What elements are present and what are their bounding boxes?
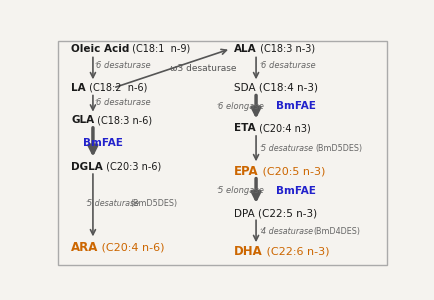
Text: BmFAE: BmFAE [83,138,123,148]
Text: ̒5 desaturase: ̒5 desaturase [261,143,313,152]
Text: LA: LA [71,83,85,93]
Text: BmFAE: BmFAE [276,186,316,196]
Text: (C20:3 n-6): (C20:3 n-6) [103,161,161,172]
Text: ω3 desaturase: ω3 desaturase [170,64,237,73]
Text: ̒5 desaturase: ̒5 desaturase [88,199,140,208]
Text: ̒6 desaturase: ̒6 desaturase [96,98,151,107]
Text: ARA: ARA [71,241,99,254]
Text: ̒6 desaturase: ̒6 desaturase [261,61,316,70]
Text: SDA (C18:4 n-3): SDA (C18:4 n-3) [234,83,318,93]
Text: (C18:1  n-9): (C18:1 n-9) [129,44,191,54]
Text: (C20:4 n3): (C20:4 n3) [256,123,311,134]
Text: ETA: ETA [234,123,256,134]
Text: (C22:6 n-3): (C22:6 n-3) [263,247,329,257]
Text: (BmD4DES): (BmD4DES) [313,227,360,236]
Text: (C18:2  n-6): (C18:2 n-6) [85,83,147,93]
Text: ̒4 desaturase: ̒4 desaturase [261,227,313,236]
Text: GLA: GLA [71,115,94,125]
Text: EPA: EPA [234,165,259,178]
Text: (C18:3 n-3): (C18:3 n-3) [257,44,315,54]
Text: ̒6 elongase: ̒6 elongase [219,102,265,111]
Text: DGLA: DGLA [71,161,103,172]
Text: ̒6 desaturase: ̒6 desaturase [96,61,151,70]
Text: Oleic Acid: Oleic Acid [71,44,129,54]
Text: (C18:3 n-6): (C18:3 n-6) [94,115,152,125]
Text: DHA: DHA [234,245,263,259]
Text: BmFAE: BmFAE [276,101,316,112]
Text: DPA (C22:5 n-3): DPA (C22:5 n-3) [234,209,317,219]
Text: (BmD5DES): (BmD5DES) [315,143,362,152]
Text: ̒5 elongase: ̒5 elongase [219,186,265,195]
Text: (BmD5DES): (BmD5DES) [130,199,177,208]
Text: ALA: ALA [234,44,257,54]
Text: (C20:4 n-6): (C20:4 n-6) [99,242,165,252]
Text: (C20:5 n-3): (C20:5 n-3) [259,166,325,176]
